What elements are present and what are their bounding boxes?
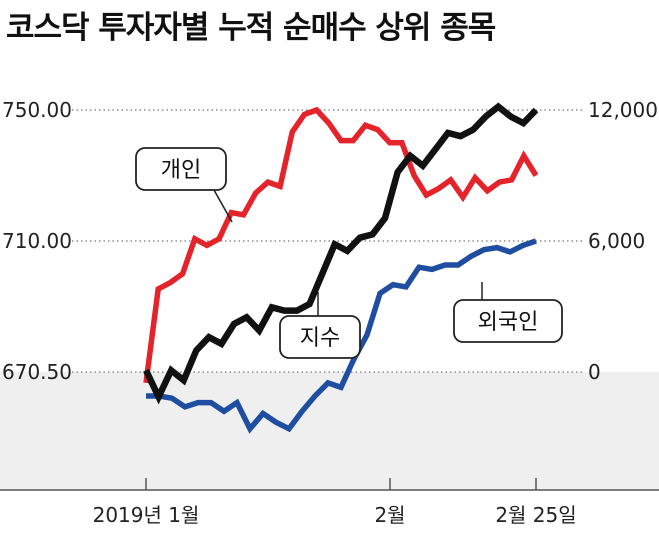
x-axis: 2019년 1월 2월 2월 25일 [93,478,577,527]
series-line [143,106,539,384]
chart-title: 코스닥 투자자별 누적 순매수 상위 종목 [6,10,496,46]
left-tick-label: 710.00 [2,229,72,253]
left-tick-label: 670.50 [2,360,72,384]
x-tick-label: 2019년 1월 [93,503,200,527]
series-line [143,102,539,405]
label-box [135,147,227,191]
x-tick-label: 2월 [374,503,405,527]
x-tick-label: 2월 25일 [495,503,576,527]
label-box [453,299,563,343]
right-tick-label: 12,000 [588,98,658,122]
left-axis: 750.00 710.00 670.50 [2,98,72,384]
series-label: 지수 [300,326,340,351]
label-box [279,315,361,359]
right-axis: 12,000 6,000 0 [588,98,658,384]
right-tick-label: 0 [588,360,601,384]
leader-line [213,189,233,223]
series-label: 개인 [161,158,201,183]
left-tick-label: 750.00 [2,98,72,122]
series-label: 외국인 [478,310,539,335]
right-tick-label: 6,000 [588,229,645,253]
negative-zone [0,372,659,490]
series-lines [143,102,539,434]
series-line [146,238,537,434]
